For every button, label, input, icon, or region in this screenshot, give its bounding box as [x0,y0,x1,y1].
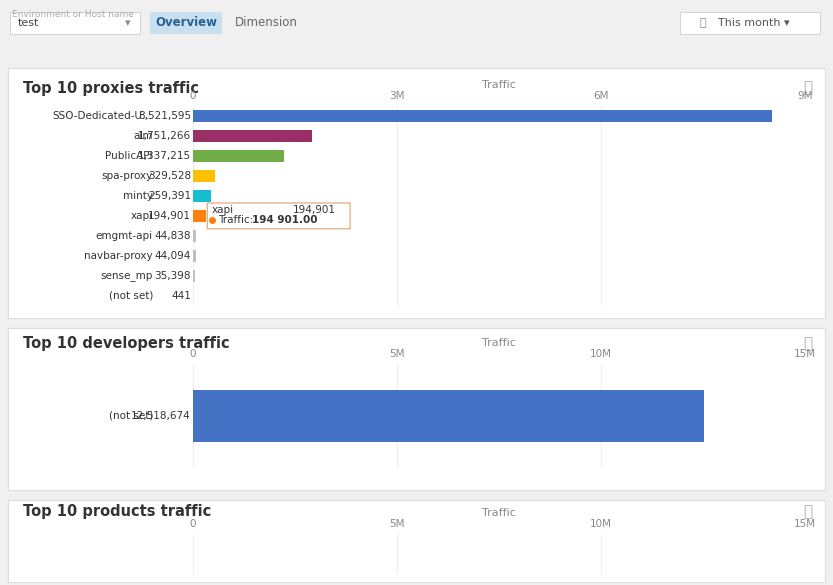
X-axis label: Traffic: Traffic [482,508,516,518]
Text: SSO-Dedicated-U...: SSO-Dedicated-U... [52,111,153,121]
Text: (not set): (not set) [108,411,153,421]
Text: 194 901.00: 194 901.00 [252,215,318,225]
Text: Top 10 products traffic: Top 10 products traffic [22,504,211,519]
Text: (not set): (not set) [108,291,153,301]
Text: 259,391: 259,391 [148,191,191,201]
Text: ⤓: ⤓ [804,504,813,519]
Text: Environment or Host name: Environment or Host name [12,10,134,19]
Bar [193,270,196,282]
FancyBboxPatch shape [680,12,820,34]
Bar [193,230,196,242]
Text: Overview: Overview [155,16,217,29]
FancyBboxPatch shape [150,12,222,34]
Text: alm: alm [133,131,153,141]
Text: 44,838: 44,838 [154,231,191,241]
Text: ⤓: ⤓ [804,81,813,95]
Bar [193,150,284,162]
Bar [193,210,207,222]
Text: This month ▾: This month ▾ [718,18,790,28]
Text: 8,521,595: 8,521,595 [138,111,191,121]
Text: Dimension: Dimension [235,16,298,29]
Text: test: test [18,18,39,28]
Text: xapi: xapi [212,205,234,215]
X-axis label: Traffic: Traffic [482,80,516,90]
Text: ▾: ▾ [125,18,131,28]
Text: Traffic:: Traffic: [218,215,257,225]
Bar [193,390,704,442]
Text: spa-proxy: spa-proxy [102,171,153,181]
Bar [193,110,772,122]
Text: minty: minty [123,191,153,201]
Text: xapi: xapi [131,211,153,221]
Text: sense_mp: sense_mp [101,271,153,281]
Bar [193,130,312,142]
Text: 35,398: 35,398 [154,271,191,281]
Text: 44,094: 44,094 [155,251,191,261]
Text: Top 10 proxies traffic: Top 10 proxies traffic [22,81,199,95]
Text: 1,751,266: 1,751,266 [138,131,191,141]
Text: Top 10 developers traffic: Top 10 developers traffic [22,336,229,351]
Bar [193,190,211,202]
Text: 1,337,215: 1,337,215 [138,151,191,161]
Text: navbar-proxy: navbar-proxy [84,251,153,261]
Text: 12,518,674: 12,518,674 [132,411,191,421]
Text: 441: 441 [171,291,191,301]
Text: emgmt-api: emgmt-api [96,231,153,241]
Text: 329,528: 329,528 [148,171,191,181]
Text: 194,901: 194,901 [148,211,191,221]
Bar [193,170,216,182]
X-axis label: Traffic: Traffic [482,338,516,348]
Text: ⤓: ⤓ [804,336,813,351]
FancyBboxPatch shape [207,203,350,229]
Text: 194,901: 194,901 [292,205,336,215]
FancyBboxPatch shape [10,12,140,34]
Text: PublicAPI: PublicAPI [106,151,153,161]
Text: 🗓: 🗓 [700,18,706,28]
Bar [193,250,196,262]
